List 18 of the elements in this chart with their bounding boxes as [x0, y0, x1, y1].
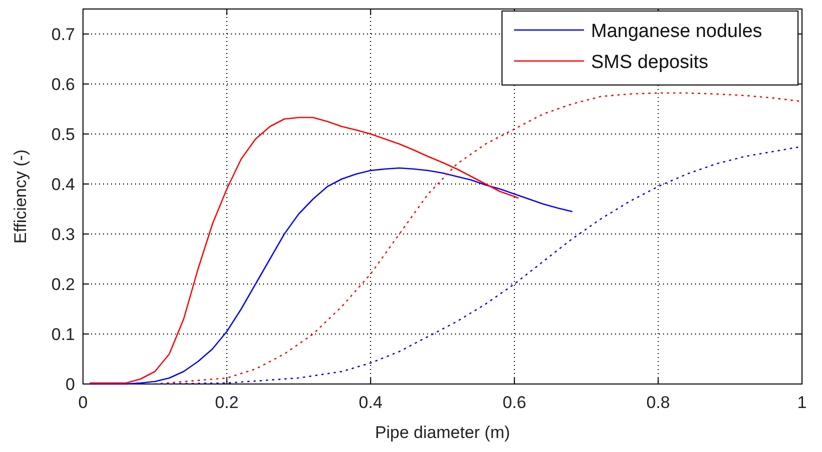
x-tick-label: 1 [797, 393, 807, 412]
x-tick-label: 0.4 [358, 393, 382, 412]
y-tick-label: 0.3 [51, 225, 75, 244]
y-tick-label: 0.1 [51, 325, 75, 344]
x-tick-label: 0 [78, 393, 88, 412]
x-tick-label: 0.6 [502, 393, 526, 412]
legend-label: Manganese nodules [591, 21, 762, 42]
legend-label: SMS deposits [591, 52, 708, 73]
x-axis-title: Pipe diameter (m) [374, 423, 510, 442]
y-tick-label: 0.2 [51, 275, 75, 294]
x-tick-label: 0.2 [214, 393, 239, 412]
y-tick-label: 0.4 [51, 175, 75, 194]
y-tick-label: 0.6 [51, 75, 75, 94]
y-axis-title: Efficiency (-) [11, 149, 30, 244]
y-tick-label: 0.7 [51, 25, 75, 44]
y-tick-label: 0 [66, 375, 75, 394]
x-tick-label: 0.8 [646, 393, 670, 412]
y-tick-label: 0.5 [51, 125, 75, 144]
